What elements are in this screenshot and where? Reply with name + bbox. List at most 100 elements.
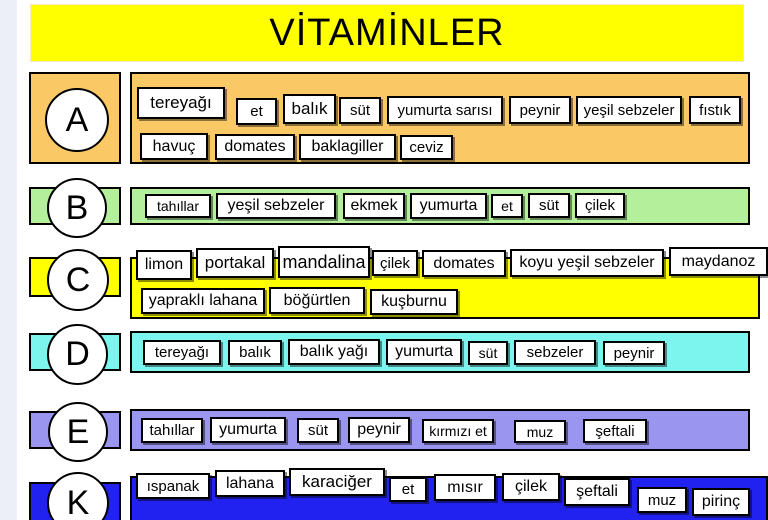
food-chip-label: kuşburnu [381,293,447,310]
food-chip[interactable]: limon [136,250,192,280]
food-chip[interactable]: süt [339,97,381,124]
food-chip-label: kırmızı et [429,423,487,439]
food-chip[interactable]: yumurta sarısı [387,96,503,124]
food-chip[interactable]: böğürtlen [269,287,365,314]
food-chip[interactable]: balık [283,94,336,124]
food-chip[interactable]: havuç [140,133,208,160]
food-chip-label: portakal [204,253,266,272]
food-chip-label: peynir [613,344,655,362]
food-chip[interactable]: yumurta [210,417,286,443]
food-chip-label: peynir [357,421,401,438]
food-chip[interactable]: yumurta [410,193,487,219]
vitamin-d-letter: D [47,324,108,385]
food-chip[interactable]: maydanoz [669,247,768,276]
vitamin-k-letter-label: K [66,483,90,520]
food-chip[interactable]: muz [637,487,687,513]
food-chip[interactable]: çilek [502,473,560,501]
vitamin-e-letter: E [48,402,108,462]
food-chip-label: peynir [519,101,561,119]
food-chip-label: et [501,198,513,214]
title-banner: VİTAMİNLER [30,4,744,62]
food-chip[interactable]: ceviz [400,135,453,160]
food-chip-label: domates [224,138,286,155]
food-chip[interactable]: tahıllar [141,418,203,443]
food-chip-label: tereyağı [154,344,210,361]
food-chip-label: süt [478,345,498,361]
food-chip[interactable]: yeşil sebzeler [216,193,336,219]
food-chip-label: yeşil sebzeler [583,101,675,119]
food-chip-label: ıspanak [146,477,200,495]
food-chip[interactable]: kuşburnu [370,289,458,315]
vitamin-b-letter: B [47,178,107,238]
food-chip[interactable]: tereyağı [143,340,221,365]
food-chip[interactable]: yapraklı lahana [141,288,265,314]
food-chip-label: yumurta [395,343,453,360]
food-chip[interactable]: tahıllar [145,194,211,218]
food-chip-label: balık [291,99,328,118]
food-chip[interactable]: yeşil sebzeler [576,96,682,124]
food-chip[interactable]: domates [215,134,295,160]
food-chip[interactable]: ekmek [343,193,405,219]
food-chip[interactable]: mandalina [278,246,370,278]
food-chip[interactable]: süt [528,193,570,218]
food-chip[interactable]: çilek [372,250,418,276]
food-chip-label: koyu yeşil sebzeler [519,254,655,271]
food-chip[interactable]: lahana [215,470,285,497]
food-chip[interactable]: balık [228,340,282,365]
food-chip[interactable]: peynir [509,96,571,124]
food-chip-label: yeşil sebzeler [227,197,325,214]
food-chip[interactable]: balık yağı [288,339,380,365]
food-chip-label: yumurta [419,197,478,214]
food-chip-label: pirinç [701,493,741,510]
food-chip[interactable]: karaciğer [289,468,385,496]
food-chip[interactable]: et [389,477,427,502]
food-chip[interactable]: portakal [196,248,274,278]
food-chip[interactable]: et [491,194,523,218]
food-chip-label: havuç [152,137,196,155]
food-chip[interactable]: peynir [603,341,665,365]
food-chip-label: maydanoz [681,252,756,270]
food-chip[interactable]: baklagiller [299,134,396,160]
food-chip-label: yumurta sarısı [397,101,493,119]
food-chip[interactable]: mısır [434,474,496,501]
food-chip[interactable]: yumurta [386,339,462,365]
food-chip[interactable]: fıstık [689,96,741,124]
food-chip-label: süt [538,197,559,214]
food-chip-label: limon [144,256,184,273]
food-chip-label: şeftali [576,483,618,500]
food-chip[interactable]: tereyağı [137,87,225,119]
food-chip[interactable]: pirinç [692,488,750,516]
food-chip[interactable]: süt [297,418,339,443]
food-chip[interactable]: sebzeler [514,340,596,365]
food-chip-label: muz [526,423,554,440]
food-chip-label: çilek [514,478,547,495]
food-chip-label: çilek [379,254,410,272]
food-chip[interactable]: ıspanak [136,473,210,499]
vitamin-c-letter: C [47,249,109,311]
food-chip-label: tereyağı [150,93,212,112]
food-chip[interactable]: şeftali [583,419,647,443]
food-chip[interactable]: çilek [575,193,625,218]
food-chip-label: balık [239,344,271,361]
food-chip-label: domates [433,254,495,272]
page-title: VİTAMİNLER [269,11,505,54]
food-chip[interactable]: muz [514,420,566,443]
food-chip-label: ekmek [350,197,398,214]
food-chip[interactable]: et [236,98,277,125]
food-chip-label: muz [647,491,677,509]
food-chip-label: mandalina [282,251,366,272]
food-chip[interactable]: peynir [348,417,410,443]
vitamin-d-letter-label: D [65,335,90,373]
food-chip-label: tahıllar [156,198,200,214]
vitamin-c-letter-label: C [65,260,91,299]
food-chip[interactable]: domates [422,250,506,277]
vitamin-a-letter: A [45,88,109,152]
food-chip[interactable]: koyu yeşil sebzeler [510,249,664,277]
food-chip[interactable]: süt [468,341,508,365]
food-chip[interactable]: şeftali [564,478,630,506]
food-chip[interactable]: kırmızı et [422,419,494,443]
food-chip-label: çilek [584,197,615,214]
vitamin-b-letter-label: B [65,188,89,227]
food-chip-label: karaciğer [302,472,372,491]
